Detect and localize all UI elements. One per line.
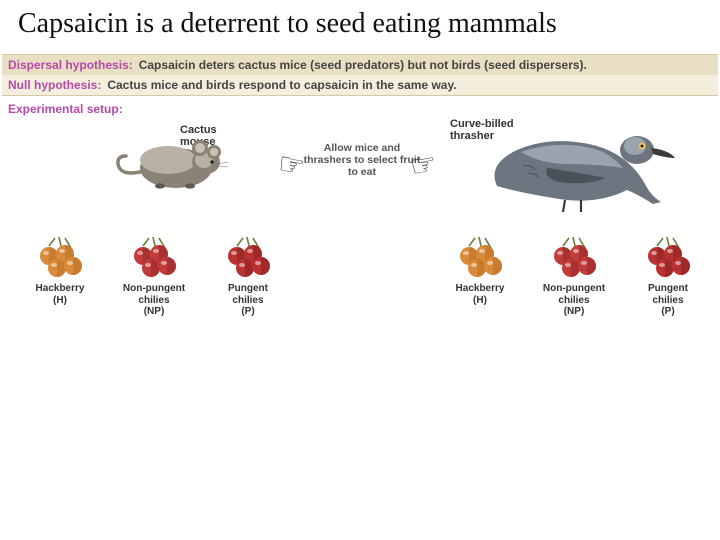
fruit-label-hackberry: Hackberry(H) (22, 283, 98, 306)
dispersal-hypothesis-label: Dispersal hypothesis: (8, 58, 133, 72)
fruit-item-hackberry: Hackberry(H) (442, 236, 518, 326)
pointing-hand-left-icon: ☜ (275, 146, 308, 185)
fruit-item-pungent: Pungentchilies(P) (210, 236, 286, 326)
mouse-icon (112, 124, 232, 194)
fruit-item-hackberry: Hackberry(H) (22, 236, 98, 326)
pointing-hand-right-icon: ☞ (407, 146, 440, 185)
null-hypothesis-row: Null hypothesis: Cactus mice and birds r… (2, 75, 718, 95)
fruit-row-mouse: Hackberry(H) Non-pungentchilies(NP) Pung… (22, 236, 286, 326)
nonpungent-icon (127, 236, 181, 280)
null-hypothesis-label: Null hypothesis: (8, 78, 101, 92)
dispersal-hypothesis-text: Capsaicin deters cactus mice (seed preda… (139, 58, 587, 72)
fruit-label-pungent: Pungentchilies(P) (210, 283, 286, 318)
experiment-diagram: Cactusmouse Curve-billedthrasher (2, 116, 718, 326)
bird-icon (477, 94, 677, 214)
curve-billed-thrasher-illustration (477, 94, 667, 214)
fruit-row-bird: Hackberry(H) Non-pungentchilies(NP) Pung… (442, 236, 706, 326)
fruit-item-pungent: Pungentchilies(P) (630, 236, 706, 326)
fruit-label-nonpungent: Non-pungentchilies(NP) (116, 283, 192, 318)
pungent-icon (641, 236, 695, 280)
fruit-label-nonpungent: Non-pungentchilies(NP) (536, 283, 612, 318)
fruit-item-nonpungent: Non-pungentchilies(NP) (536, 236, 612, 326)
hackberry-icon (453, 236, 507, 280)
cactus-mouse-illustration (102, 124, 242, 194)
pungent-icon (221, 236, 275, 280)
dispersal-hypothesis-row: Dispersal hypothesis: Capsaicin deters c… (2, 55, 718, 75)
center-instruction-text: Allow mice and thrashers to select fruit… (300, 142, 424, 178)
hypothesis-band: Dispersal hypothesis: Capsaicin deters c… (2, 54, 718, 96)
nonpungent-icon (547, 236, 601, 280)
null-hypothesis-text: Cactus mice and birds respond to capsaic… (107, 78, 456, 92)
fruit-label-pungent: Pungentchilies(P) (630, 283, 706, 318)
slide-title: Capsaicin is a deterrent to seed eating … (0, 0, 720, 44)
fruit-item-nonpungent: Non-pungentchilies(NP) (116, 236, 192, 326)
fruit-label-hackberry: Hackberry(H) (442, 283, 518, 306)
hackberry-icon (33, 236, 87, 280)
